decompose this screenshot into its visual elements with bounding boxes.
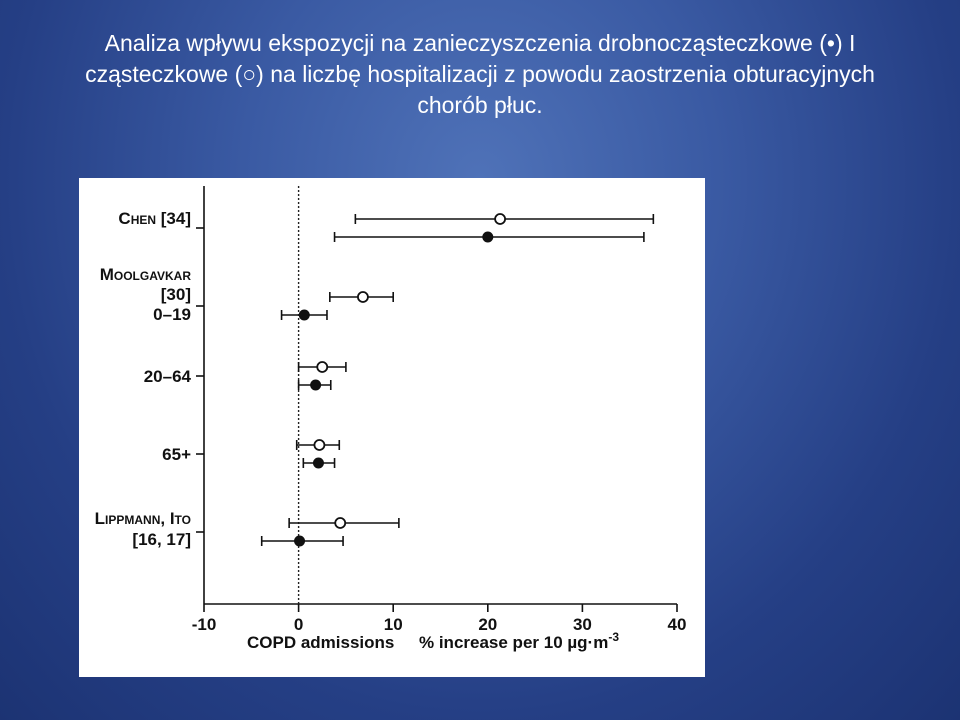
- estimates: [260, 213, 655, 547]
- group-label: 20–64: [144, 367, 192, 386]
- x-axis-ticks: -10 0 10 20 30 40: [192, 604, 687, 634]
- y-axis-ticks: [196, 227, 204, 533]
- group-label: [30]: [161, 285, 191, 304]
- x-axis-label-superscript: -3: [608, 630, 619, 644]
- group-label: 0–19: [153, 305, 191, 324]
- filled-point: [482, 231, 494, 243]
- x-tick-label: 40: [668, 615, 687, 634]
- group-label: [16, 17]: [132, 530, 191, 549]
- chart-panel: Chen [34] Moolgavkar [30] 0–19 20–64 65+ Lippm…: [79, 178, 705, 677]
- filled-point: [294, 535, 306, 547]
- x-tick-label: 10: [384, 615, 403, 634]
- group-label: Chen [34]: [118, 209, 191, 228]
- filled-point: [312, 457, 324, 469]
- open-point: [316, 361, 329, 373]
- slide-title-line-1: Analiza wpływu ekspozycji na zanieczyszc…: [104, 30, 856, 56]
- group-label: Lippmann, Ito: [95, 509, 191, 528]
- x-axis-label-right: % increase per 10 µg·m-3: [419, 630, 619, 652]
- filled-point: [310, 379, 322, 391]
- filled-point: [298, 309, 310, 321]
- group-label: 65+: [162, 445, 191, 464]
- x-axis-label-unit: % increase per 10 µg·m: [419, 633, 608, 652]
- group-label: Moolgavkar: [100, 265, 192, 284]
- x-tick-label: 20: [478, 615, 497, 634]
- slide-title-line-2: cząsteczkowe (○) na liczbę hospitalizacj…: [85, 61, 875, 87]
- slide-title-line-3: chorób płuc.: [417, 92, 543, 118]
- open-point: [494, 213, 506, 225]
- y-labels: Chen [34] Moolgavkar[30]0–19 20–64 65+ Lippm…: [95, 209, 192, 549]
- forest-plot: Chen [34] Moolgavkar[30]0–19 20–64 65+ Lippm…: [95, 186, 687, 652]
- x-tick-label: 30: [573, 615, 592, 634]
- open-point: [357, 291, 369, 303]
- slide-title: Analiza wpływu ekspozycji na zanieczyszc…: [40, 28, 920, 121]
- x-tick-label: -10: [192, 615, 217, 634]
- open-point: [334, 517, 347, 529]
- x-axis-label-left: COPD admissions: [247, 633, 394, 652]
- open-point: [313, 439, 326, 451]
- x-tick-label: 0: [294, 615, 303, 634]
